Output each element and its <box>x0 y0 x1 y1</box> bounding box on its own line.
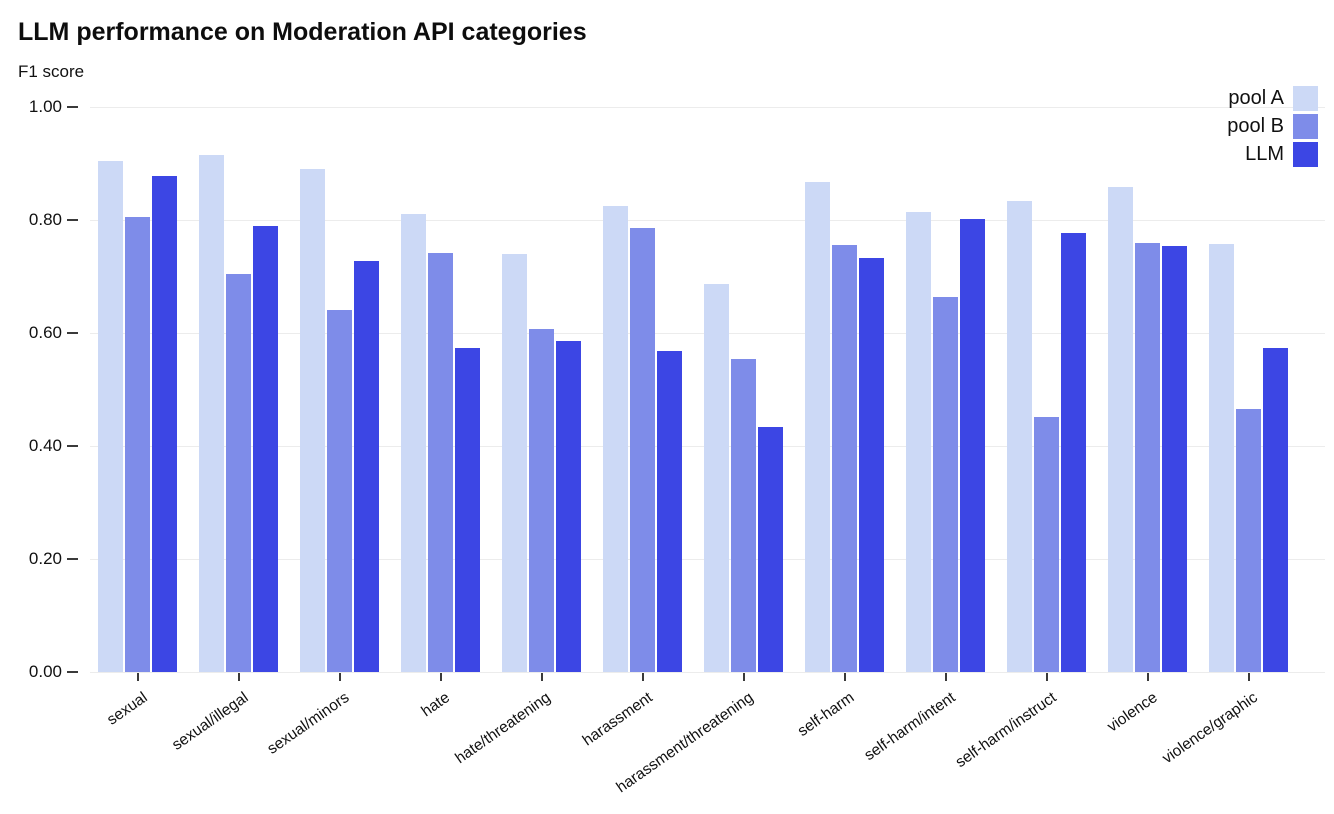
x-axis-label: hate <box>418 689 454 721</box>
x-axis-tick <box>1247 673 1250 681</box>
y-axis-tick-label: 0.80 <box>28 210 62 230</box>
bar-pool-a-hate-threatening <box>502 253 527 672</box>
x-axis-label: self-harm/instruct <box>952 689 1060 772</box>
x-axis-tick <box>944 673 947 681</box>
x-axis-tick <box>439 673 442 681</box>
bar-llm-violence <box>1162 245 1187 672</box>
bar-pool-b-hate-threatening <box>529 329 554 672</box>
bar-pool-a-harassment-threatening <box>704 283 729 672</box>
x-axis-tick <box>136 673 139 681</box>
x-axis-label: harassment <box>579 689 656 750</box>
x-axis-label: hate/threatening <box>452 689 555 768</box>
bar-llm-self-harm <box>859 257 884 672</box>
bar-pool-b-sexual-illegal <box>226 273 251 672</box>
x-axis-label: violence <box>1103 689 1161 736</box>
y-axis-tick-label: 0.60 <box>28 323 62 343</box>
gridline <box>90 671 1325 673</box>
bar-pool-a-self-harm <box>805 181 830 672</box>
bar-pool-b-hate <box>428 252 453 672</box>
bar-pool-b-harassment <box>630 227 655 672</box>
y-axis-tick <box>67 332 78 334</box>
bar-pool-b-self-harm-intent <box>933 296 958 672</box>
y-axis-tick-label: 0.40 <box>28 436 62 456</box>
bar-pool-b-sexual-minors <box>327 310 352 672</box>
bar-pool-b-violence <box>1135 242 1160 672</box>
bar-pool-b-sexual <box>125 217 150 672</box>
legend-item-llm: LLM <box>1227 140 1318 168</box>
bar-pool-a-sexual-illegal <box>199 155 224 672</box>
bar-pool-b-self-harm <box>832 245 857 672</box>
bar-llm-harassment <box>657 351 682 672</box>
legend-label: LLM <box>1245 143 1284 165</box>
x-axis-tick <box>540 673 543 681</box>
y-axis-tick-label: 1.00 <box>28 97 62 117</box>
x-axis-tick <box>641 673 644 681</box>
y-axis-tick <box>67 671 78 673</box>
bar-pool-a-self-harm-intent <box>906 212 931 672</box>
x-axis-label: self-harm <box>794 689 858 740</box>
x-axis-label: sexual/minors <box>264 689 353 758</box>
bar-pool-a-sexual <box>98 160 123 672</box>
x-axis-tick <box>1045 673 1048 681</box>
y-axis-tick <box>67 558 78 560</box>
legend: pool A pool B LLM <box>1227 84 1318 168</box>
x-axis-tick <box>237 673 240 681</box>
x-axis-tick <box>338 673 341 681</box>
x-axis-label: sexual/illegal <box>168 689 252 754</box>
legend-item-pool-a: pool A <box>1227 84 1318 112</box>
bar-pool-b-harassment-threatening <box>731 358 756 672</box>
x-axis-label: sexual <box>103 689 151 729</box>
bar-llm-violence-graphic <box>1263 348 1288 672</box>
legend-label: pool B <box>1227 115 1284 137</box>
y-axis-tick-label: 0.20 <box>28 549 62 569</box>
bar-pool-a-violence <box>1108 186 1133 672</box>
bar-llm-self-harm-instruct <box>1061 232 1086 672</box>
y-axis-tick <box>67 219 78 221</box>
legend-item-pool-b: pool B <box>1227 112 1318 140</box>
gridline <box>90 219 1325 221</box>
bar-llm-hate-threatening <box>556 341 581 672</box>
bar-pool-a-self-harm-instruct <box>1007 200 1032 672</box>
bar-llm-harassment-threatening <box>758 426 783 672</box>
y-axis-tick-label: 0.00 <box>28 662 62 682</box>
bar-llm-sexual-minors <box>354 260 379 672</box>
legend-swatch-pool-a <box>1293 85 1318 111</box>
x-axis-label: violence/graphic <box>1159 689 1262 768</box>
bar-pool-a-violence-graphic <box>1209 243 1234 672</box>
legend-swatch-pool-b <box>1293 113 1318 139</box>
bar-pool-b-violence-graphic <box>1236 409 1261 672</box>
bar-pool-b-self-harm-instruct <box>1034 416 1059 672</box>
bar-pool-a-hate <box>401 214 426 672</box>
y-axis-tick <box>67 445 78 447</box>
bar-pool-a-harassment <box>603 205 628 672</box>
bar-llm-sexual <box>152 175 177 672</box>
legend-label: pool A <box>1228 87 1284 109</box>
x-axis-tick <box>742 673 745 681</box>
y-axis-title: F1 score <box>18 62 85 81</box>
x-axis-tick <box>1146 673 1149 681</box>
bar-llm-sexual-illegal <box>253 225 278 672</box>
bar-llm-self-harm-intent <box>960 219 985 672</box>
page-title: LLM performance on Moderation API catego… <box>18 18 587 46</box>
bar-pool-a-sexual-minors <box>300 169 325 672</box>
bar-llm-hate <box>455 348 480 672</box>
y-axis-tick <box>67 106 78 108</box>
x-axis-label: self-harm/intent <box>860 689 959 765</box>
legend-swatch-llm <box>1293 141 1318 167</box>
x-axis-tick <box>843 673 846 681</box>
gridline <box>90 106 1325 108</box>
